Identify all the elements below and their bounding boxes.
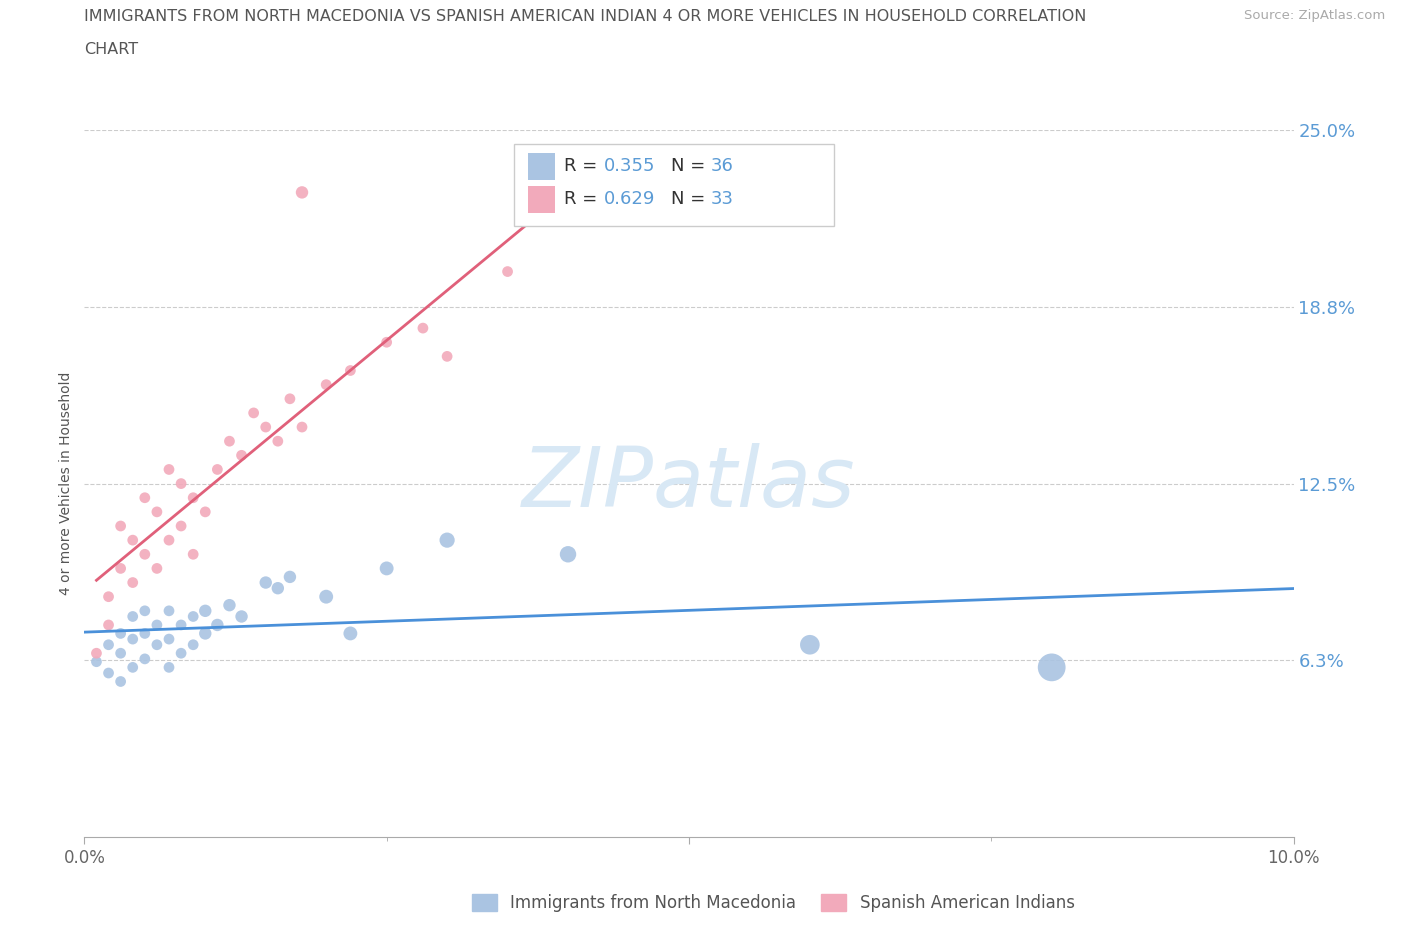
Point bbox=[291, 185, 314, 200]
Point bbox=[436, 349, 458, 364]
Point bbox=[218, 433, 240, 448]
Point bbox=[254, 575, 277, 590]
Point bbox=[146, 561, 169, 576]
Text: CHART: CHART bbox=[84, 42, 138, 57]
Point bbox=[207, 462, 229, 477]
Point bbox=[97, 590, 120, 604]
Text: R =: R = bbox=[564, 156, 603, 175]
Point bbox=[267, 433, 290, 448]
Point bbox=[157, 631, 180, 646]
Point bbox=[110, 674, 132, 689]
Point bbox=[339, 363, 361, 378]
Point bbox=[146, 637, 169, 652]
Point bbox=[97, 637, 120, 652]
Point bbox=[181, 547, 204, 562]
Point bbox=[146, 504, 169, 519]
Point bbox=[218, 598, 240, 613]
Point bbox=[254, 419, 277, 434]
Point bbox=[339, 626, 361, 641]
Point bbox=[110, 645, 132, 660]
Point bbox=[181, 490, 204, 505]
Point bbox=[157, 660, 180, 675]
Point bbox=[194, 604, 217, 618]
Legend: Immigrants from North Macedonia, Spanish American Indians: Immigrants from North Macedonia, Spanish… bbox=[472, 895, 1074, 912]
Y-axis label: 4 or more Vehicles in Household: 4 or more Vehicles in Household bbox=[59, 372, 73, 595]
Text: N =: N = bbox=[671, 190, 711, 207]
Point bbox=[267, 580, 290, 595]
Point bbox=[278, 392, 301, 406]
Text: R =: R = bbox=[564, 190, 603, 207]
Point bbox=[1040, 660, 1063, 675]
Text: 36: 36 bbox=[710, 156, 734, 175]
Point bbox=[194, 626, 217, 641]
Text: IMMIGRANTS FROM NORTH MACEDONIA VS SPANISH AMERICAN INDIAN 4 OR MORE VEHICLES IN: IMMIGRANTS FROM NORTH MACEDONIA VS SPANI… bbox=[84, 9, 1087, 24]
Bar bbox=[529, 153, 555, 179]
Point bbox=[799, 637, 821, 652]
Point bbox=[170, 618, 193, 632]
Point bbox=[134, 626, 156, 641]
Point bbox=[181, 637, 204, 652]
FancyBboxPatch shape bbox=[513, 144, 834, 226]
Point bbox=[157, 533, 180, 548]
Point bbox=[97, 666, 120, 681]
Point bbox=[110, 626, 132, 641]
Point bbox=[121, 660, 143, 675]
Point bbox=[181, 609, 204, 624]
Point bbox=[121, 575, 143, 590]
Point bbox=[170, 476, 193, 491]
Point bbox=[242, 405, 264, 420]
Point bbox=[86, 655, 108, 670]
Point bbox=[278, 569, 301, 584]
Text: 33: 33 bbox=[710, 190, 734, 207]
Point bbox=[207, 618, 229, 632]
Point bbox=[134, 651, 156, 666]
Text: N =: N = bbox=[671, 156, 711, 175]
Text: Source: ZipAtlas.com: Source: ZipAtlas.com bbox=[1244, 9, 1385, 22]
Point bbox=[231, 609, 253, 624]
Point bbox=[375, 335, 398, 350]
Point bbox=[315, 590, 337, 604]
Text: 0.629: 0.629 bbox=[605, 190, 655, 207]
Point bbox=[97, 618, 120, 632]
Point bbox=[231, 448, 253, 463]
Point bbox=[157, 604, 180, 618]
Point bbox=[121, 533, 143, 548]
Point bbox=[557, 547, 579, 562]
Text: ZIPatlas: ZIPatlas bbox=[522, 443, 856, 525]
Point bbox=[134, 490, 156, 505]
Point bbox=[121, 609, 143, 624]
Text: 0.355: 0.355 bbox=[605, 156, 655, 175]
Point bbox=[110, 561, 132, 576]
Point bbox=[315, 378, 337, 392]
Point bbox=[110, 519, 132, 534]
Point bbox=[412, 321, 434, 336]
Point bbox=[557, 207, 579, 222]
Point bbox=[146, 618, 169, 632]
Point bbox=[194, 504, 217, 519]
Point bbox=[436, 533, 458, 548]
Point bbox=[170, 645, 193, 660]
Point bbox=[134, 547, 156, 562]
Point bbox=[157, 462, 180, 477]
Point bbox=[170, 519, 193, 534]
Bar bbox=[529, 186, 555, 213]
Point bbox=[291, 419, 314, 434]
Point bbox=[134, 604, 156, 618]
Point bbox=[375, 561, 398, 576]
Point bbox=[86, 645, 108, 660]
Point bbox=[496, 264, 519, 279]
Point bbox=[121, 631, 143, 646]
